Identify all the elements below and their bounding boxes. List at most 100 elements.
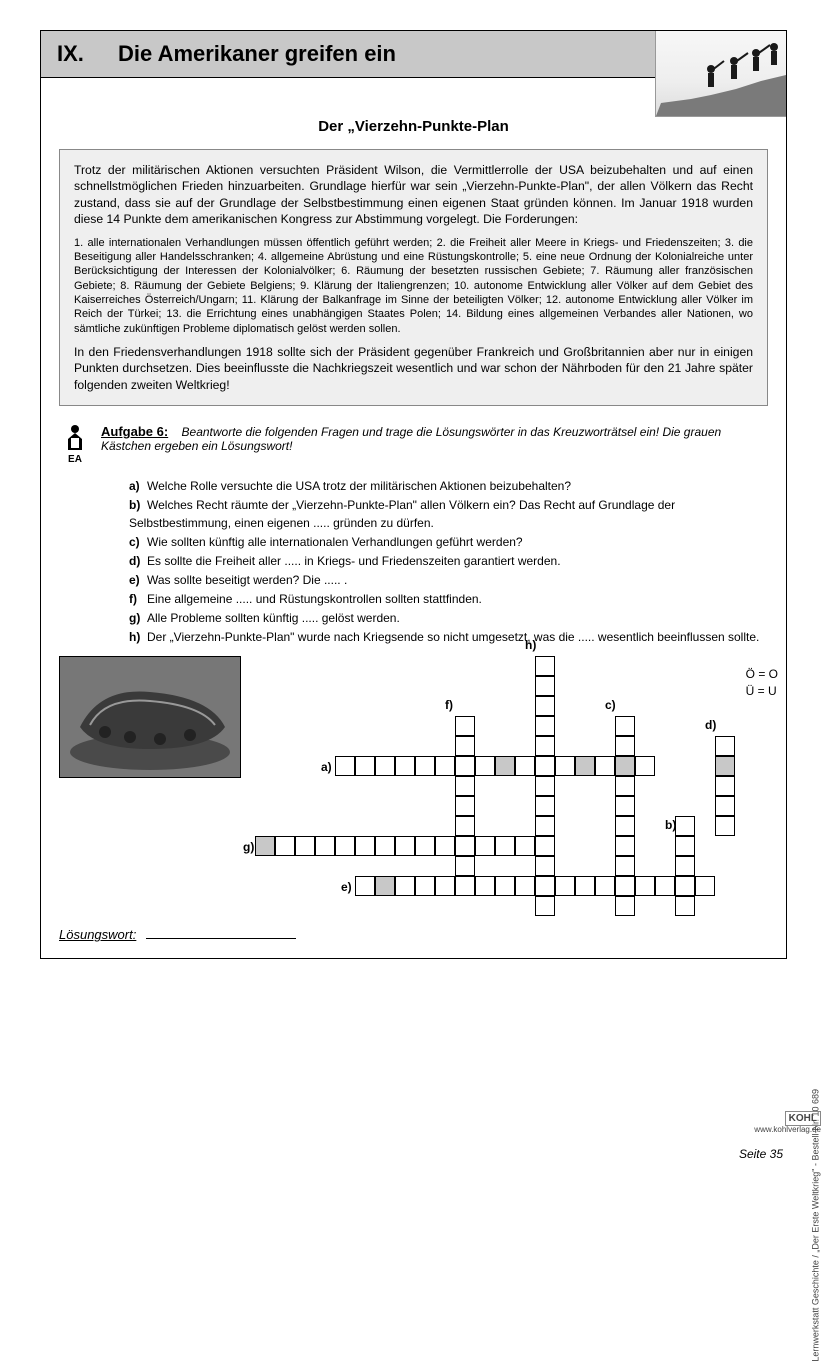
crossword-cell[interactable] (435, 756, 455, 776)
crossword-cell[interactable] (715, 776, 735, 796)
worksheet-subtitle: Der „Vierzehn-Punkte-Plan (41, 118, 786, 135)
crossword-cell[interactable] (335, 836, 355, 856)
crossword-cell[interactable] (535, 756, 555, 776)
crossword-cell[interactable] (515, 756, 535, 776)
crossword-cell[interactable] (555, 756, 575, 776)
crossword-cell[interactable] (695, 876, 715, 896)
crossword-cell[interactable] (375, 876, 395, 896)
crossword-cell[interactable] (535, 696, 555, 716)
chapter-title: Die Amerikaner greifen ein (118, 41, 396, 66)
crossword-cell[interactable] (395, 756, 415, 776)
crossword-cell[interactable] (595, 756, 615, 776)
crossword-cell[interactable] (535, 716, 555, 736)
crossword[interactable]: Ö = O Ü = U h)c)f)d)a)b)g)e) (255, 656, 768, 916)
crossword-cell[interactable] (435, 836, 455, 856)
crossword-cell[interactable] (535, 676, 555, 696)
crossword-cell[interactable] (455, 856, 475, 876)
crossword-cell[interactable] (355, 876, 375, 896)
crossword-cell[interactable] (295, 836, 315, 856)
crossword-cell[interactable] (455, 836, 475, 856)
crossword-cell[interactable] (275, 836, 295, 856)
crossword-cell[interactable] (455, 816, 475, 836)
crossword-cell[interactable] (575, 876, 595, 896)
crossword-cell[interactable] (515, 836, 535, 856)
crossword-cell[interactable] (615, 796, 635, 816)
crossword-cell[interactable] (535, 656, 555, 676)
tank-photo (59, 656, 241, 778)
solution-line: Lösungswort: (59, 926, 768, 942)
crossword-cell[interactable] (415, 836, 435, 856)
crossword-cell[interactable] (715, 736, 735, 756)
crossword-cell[interactable] (495, 876, 515, 896)
crossword-label: h) (525, 638, 536, 652)
crossword-cell[interactable] (635, 876, 655, 896)
crossword-cell[interactable] (675, 836, 695, 856)
crossword-cell[interactable] (615, 876, 635, 896)
crossword-cell[interactable] (535, 856, 555, 876)
crossword-cell[interactable] (535, 816, 555, 836)
crossword-cell[interactable] (495, 756, 515, 776)
crossword-cell[interactable] (555, 876, 575, 896)
crossword-cell[interactable] (475, 836, 495, 856)
crossword-cell[interactable] (595, 876, 615, 896)
task-instruction: Beantworte die folgenden Fragen und trag… (101, 425, 721, 453)
crossword-label: e) (341, 880, 352, 894)
crossword-cell[interactable] (395, 876, 415, 896)
crossword-label: g) (243, 840, 254, 854)
crossword-cell[interactable] (615, 716, 635, 736)
crossword-cell[interactable] (455, 736, 475, 756)
crossword-cell[interactable] (495, 836, 515, 856)
crossword-cell[interactable] (535, 736, 555, 756)
crossword-cell[interactable] (455, 756, 475, 776)
crossword-cell[interactable] (535, 796, 555, 816)
crossword-cell[interactable] (715, 796, 735, 816)
soldiers-illustration (655, 31, 786, 117)
crossword-cell[interactable] (615, 816, 635, 836)
crossword-cell[interactable] (475, 876, 495, 896)
crossword-cell[interactable] (335, 756, 355, 776)
crossword-cell[interactable] (615, 736, 635, 756)
solution-blank[interactable] (146, 926, 296, 939)
crossword-cell[interactable] (715, 816, 735, 836)
crossword-cell[interactable] (375, 836, 395, 856)
crossword-cell[interactable] (675, 876, 695, 896)
crossword-cell[interactable] (675, 856, 695, 876)
crossword-cell[interactable] (455, 776, 475, 796)
crossword-cell[interactable] (535, 776, 555, 796)
crossword-cell[interactable] (255, 836, 275, 856)
ea-label: EA (59, 454, 91, 465)
crossword-cell[interactable] (515, 876, 535, 896)
crossword-cell[interactable] (455, 876, 475, 896)
crossword-cell[interactable] (675, 816, 695, 836)
crossword-cell[interactable] (615, 856, 635, 876)
crossword-cell[interactable] (615, 756, 635, 776)
crossword-cell[interactable] (675, 896, 695, 916)
crossword-cell[interactable] (535, 876, 555, 896)
crossword-cell[interactable] (315, 836, 335, 856)
worksheet-frame: IX. Die Amerikaner greifen ein Der „Vier… (40, 30, 787, 959)
solution-label: Lösungswort: (59, 927, 136, 942)
crossword-cell[interactable] (655, 876, 675, 896)
crossword-cell[interactable] (615, 836, 635, 856)
crossword-cell[interactable] (635, 756, 655, 776)
crossword-cell[interactable] (355, 836, 375, 856)
crossword-cell[interactable] (535, 896, 555, 916)
crossword-cell[interactable] (715, 756, 735, 776)
crossword-label: a) (321, 760, 332, 774)
question-item: g)Alle Probleme sollten künftig ..... ge… (129, 609, 768, 627)
crossword-cell[interactable] (415, 756, 435, 776)
crossword-cell[interactable] (455, 796, 475, 816)
crossword-cell[interactable] (475, 756, 495, 776)
crossword-cell[interactable] (435, 876, 455, 896)
crossword-cell[interactable] (575, 756, 595, 776)
crossword-cell[interactable] (415, 876, 435, 896)
crossword-cell[interactable] (535, 836, 555, 856)
crossword-cell[interactable] (375, 756, 395, 776)
infobox-outro: In den Friedensverhandlungen 1918 sollte… (74, 344, 753, 393)
crossword-cell[interactable] (455, 716, 475, 736)
crossword-cell[interactable] (355, 756, 375, 776)
crossword-label: c) (605, 698, 616, 712)
crossword-cell[interactable] (615, 776, 635, 796)
crossword-cell[interactable] (615, 896, 635, 916)
crossword-cell[interactable] (395, 836, 415, 856)
